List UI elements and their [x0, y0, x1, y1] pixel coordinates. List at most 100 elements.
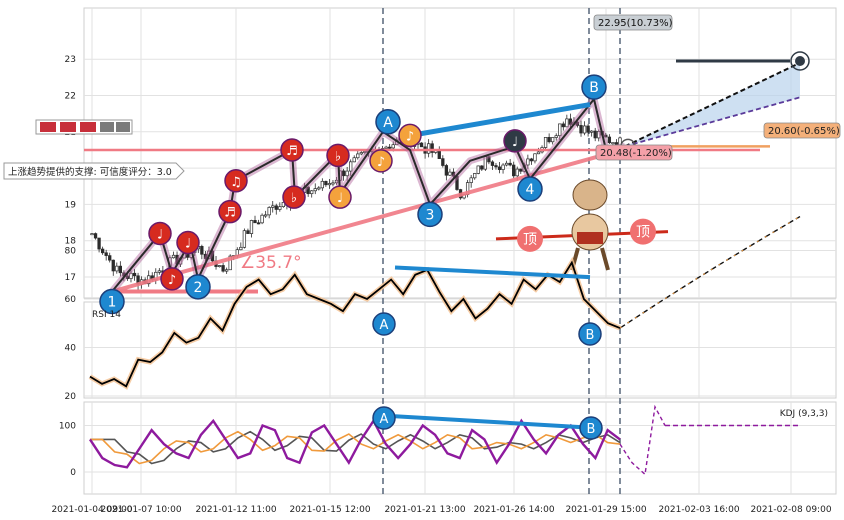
candle-body — [590, 130, 594, 133]
note-circle — [326, 143, 350, 168]
mascot-figure — [570, 179, 610, 271]
candle-body — [356, 153, 360, 159]
kdj-j-line — [88, 418, 621, 469]
candle-body — [327, 183, 332, 186]
wave-circle — [372, 406, 396, 430]
top-text: 顶 — [636, 225, 650, 241]
y-tick-label: 22 — [65, 92, 76, 102]
candle-body — [487, 156, 491, 163]
candle-body — [239, 246, 243, 251]
candle-body — [480, 165, 484, 170]
candle-body — [228, 255, 232, 271]
wave-circle — [372, 312, 396, 336]
target-dot — [795, 56, 805, 67]
candle-body — [597, 131, 601, 139]
candle-body — [334, 179, 339, 184]
candle-body — [533, 153, 537, 162]
kdj-tick-label: 0 — [70, 468, 76, 478]
target-price-tag-text: 22.95(10.73%) — [598, 18, 673, 29]
note-circle — [369, 149, 393, 173]
candle-body — [554, 135, 558, 138]
price-tag-1-box — [763, 122, 841, 139]
wave-label: B — [586, 328, 595, 343]
candle-body — [278, 206, 282, 210]
candle-body — [108, 255, 112, 261]
note-glyph: ♪ — [168, 273, 176, 288]
note-marker: ♪ — [160, 267, 184, 291]
wave-circle — [579, 416, 603, 440]
note-glyph: ♬ — [224, 206, 236, 221]
mascot-shorts — [577, 232, 603, 244]
candle-body — [317, 187, 321, 190]
rsi-divergence-line — [394, 265, 591, 280]
note-circle — [148, 221, 172, 246]
note-circle — [503, 129, 527, 153]
wave-circle — [581, 74, 607, 100]
wave-label: B — [587, 422, 596, 437]
price-tag-2-text: 20.48(-1.20%) — [600, 148, 672, 159]
rsi-projection — [619, 215, 801, 329]
kdj-wave-point-A: A — [372, 406, 396, 430]
candle-body — [568, 118, 573, 125]
candle-body — [221, 265, 225, 272]
candle-body — [313, 188, 317, 192]
candle-body — [512, 164, 516, 177]
x-tick-label: 2021-01-21 13:00 — [384, 505, 465, 515]
wave-point-3: 3 — [417, 201, 443, 228]
target-price-tag: 22.95(10.73%) — [593, 14, 673, 31]
pattern-icon — [60, 122, 76, 132]
candle-body — [217, 265, 222, 268]
candle-body — [441, 158, 445, 166]
wave-point-4: 4 — [517, 176, 543, 202]
candle-body — [349, 161, 353, 172]
candle-body — [97, 237, 101, 250]
pattern-icon-gray — [116, 122, 130, 132]
note-marker: ♫ — [224, 169, 248, 193]
candle-body — [519, 168, 523, 172]
candle-body — [558, 123, 562, 137]
candle-body — [352, 157, 356, 163]
rsi-wave-point-B: B — [578, 322, 602, 346]
candle-body — [444, 165, 449, 176]
candle-body — [490, 161, 495, 166]
candle-body — [391, 144, 395, 149]
candle-body — [210, 250, 215, 262]
kdj-title: KDJ (9,3,3) — [780, 409, 828, 419]
candle-body — [508, 162, 512, 166]
candle-body — [111, 259, 115, 272]
panel-2 — [83, 301, 837, 399]
wave-label: 2 — [194, 280, 203, 296]
note-marker: ♩ — [503, 129, 527, 153]
candle-body — [494, 165, 498, 168]
candle-body — [306, 186, 310, 195]
note-marker: ♬ — [280, 138, 304, 162]
candle-body — [249, 220, 254, 234]
kdj-k-line — [90, 430, 621, 465]
candle-body — [451, 171, 456, 177]
rsi-tick-label: 40 — [65, 344, 77, 354]
candle-body — [526, 158, 530, 166]
top-circle — [517, 225, 543, 252]
candle-body — [384, 146, 388, 149]
top-text: 顶 — [523, 232, 537, 248]
support-box — [3, 162, 185, 180]
candle-body — [100, 248, 105, 254]
candle-body — [242, 230, 247, 248]
note-marker: ♩ — [148, 221, 172, 246]
wave-label: 3 — [426, 207, 435, 223]
wave-label: A — [383, 115, 393, 131]
target-price-tag-box — [593, 14, 673, 31]
rsi-tick-label: 20 — [65, 392, 77, 402]
candle-body — [419, 142, 424, 148]
mascot-leg — [600, 247, 610, 271]
candle-body — [543, 137, 548, 148]
rsi-tick-label: 80 — [65, 247, 77, 257]
wave-label: B — [589, 80, 599, 96]
note-glyph: ♩ — [185, 237, 191, 252]
candle-body — [426, 143, 431, 154]
wave-point-A: A — [375, 109, 401, 135]
candle-body — [565, 118, 569, 128]
note-circle — [224, 169, 248, 193]
top-marker: 顶 — [630, 218, 656, 245]
candle-body — [611, 142, 615, 145]
